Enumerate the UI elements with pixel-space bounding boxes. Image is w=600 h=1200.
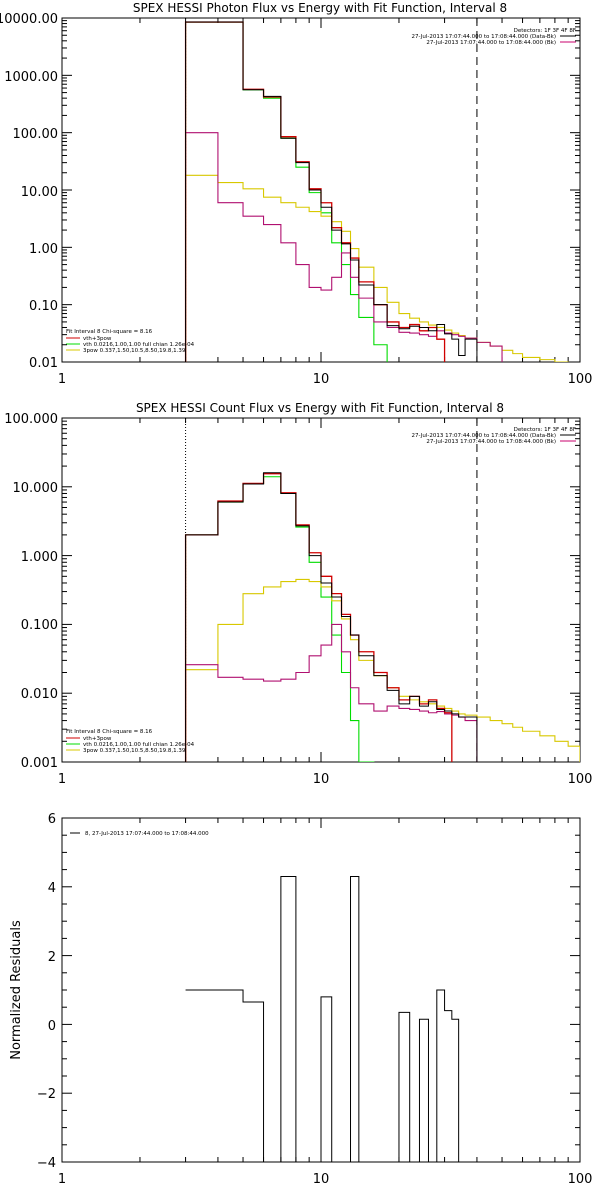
y-tick-label: 0.100 [21,618,58,633]
y-tick-label: 0.01 [29,356,58,371]
y-tick-labels: 6 4 2 0 −2 −4 [37,812,56,1171]
legend-vth: vth 0.0216,1.00,1.00 full chian 1.26e-04 [83,342,195,348]
legend-bk: 27-Jul-2013 17:07:44.000 to 17:08:44.000… [426,439,556,445]
legend-pow: 3pow 0.337,1.50,10.5,8.50,19.8,1.39 [83,748,186,754]
chart-title: SPEX HESSI Count Flux vs Energy with Fit… [136,401,504,415]
y-tick-label: 0.10 [29,299,58,314]
x-tick-label: 1 [58,372,66,387]
y-tick-label: 1.00 [29,242,58,257]
y-tick-label: 0 [48,1019,56,1034]
x-tick-labels: 1 10 100 [58,372,593,387]
x-tick-label: 1 [58,772,66,787]
fit-interval-label: Fit Interval 8 Chi-square = 8.16 [66,329,153,335]
legend-fit-sum: vth+3pow [83,736,112,742]
x-tick-label: 10 [313,372,330,387]
legend-pow: 3pow 0.337,1.50,10.5,8.50,19.8,1.39 [83,348,186,354]
series-line [185,875,460,1162]
y-tick-label: 10.000 [13,481,59,496]
y-tick-label: 2 [48,950,56,965]
legend-fit-sum: vth+3pow [83,336,112,342]
y-tick-label: 6 [48,812,56,827]
y-tick-label: 1000.00 [4,70,58,85]
y-tick-label: 0.010 [21,687,58,702]
series-line [184,21,446,362]
y-tick-label: 0.001 [21,756,58,771]
legend-vth: vth 0.0216,1.00,1.00 full chian 1.26e-04 [83,742,195,748]
legend-data-bk: 27-Jul-2013 17:07:44.000 to 17:08:44.000… [412,433,557,439]
residuals-panel: 8, 27-Jul-2013 17:07:44.000 to 17:08:44.… [9,812,593,1187]
detectors-label: Detectors: 1F 3F 4F 8F [514,427,576,433]
legend-data-bk: 27-Jul-2013 17:07:44.000 to 17:08:44.000… [412,34,557,40]
y-tick-label: −4 [37,1156,56,1171]
y-axis-label: Normalized Residuals [9,920,24,1060]
plot-area [184,18,569,362]
series-line [185,174,569,362]
y-tick-label: 10.00 [21,185,58,200]
series-line [185,132,503,362]
x-tick-labels: 1 10 100 [58,1172,593,1187]
y-tick-label: 1.000 [21,550,58,565]
photon-flux-panel: SPEX HESSI Photon Flux vs Energy with Fi… [0,1,593,387]
y-tick-label: 100.000 [4,412,58,427]
x-tick-label: 100 [568,772,593,787]
plot-area [184,418,580,762]
x-tick-label: 10 [313,772,330,787]
y-tick-label: −2 [37,1087,56,1102]
x-tick-label: 100 [568,1172,593,1187]
count-flux-panel: SPEX HESSI Count Flux vs Energy with Fit… [4,401,593,787]
fit-interval-label: Fit Interval 8 Chi-square = 8.16 [66,729,153,735]
y-tick-label: 100.00 [13,127,59,142]
detectors-label: Detectors: 1F 3F 4F 8F [514,28,576,34]
x-tick-labels: 1 10 100 [58,772,593,787]
series-line [185,21,388,362]
chart-title: SPEX HESSI Photon Flux vs Energy with Fi… [133,1,507,15]
series-line [185,623,478,762]
series-line [185,472,478,762]
x-tick-label: 100 [568,372,593,387]
plot-area [185,875,460,1162]
x-tick-label: 10 [313,1172,330,1187]
series-line [185,578,580,762]
series-line [185,21,478,362]
y-tick-labels: 100.000 10.000 1.000 0.100 0.010 0.001 [4,412,58,771]
x-tick-label: 1 [58,1172,66,1187]
series-line [184,473,453,762]
y-tick-label: 10000.00 [0,12,58,27]
legend-bk: 27-Jul-2013 17:07:44.000 to 17:08:44.000… [426,40,556,46]
y-tick-labels: 10000.00 1000.00 100.00 10.00 1.00 0.10 … [0,12,58,371]
y-tick-label: 4 [48,881,56,896]
residual-legend: 8, 27-Jul-2013 17:07:44.000 to 17:08:44.… [85,831,209,837]
